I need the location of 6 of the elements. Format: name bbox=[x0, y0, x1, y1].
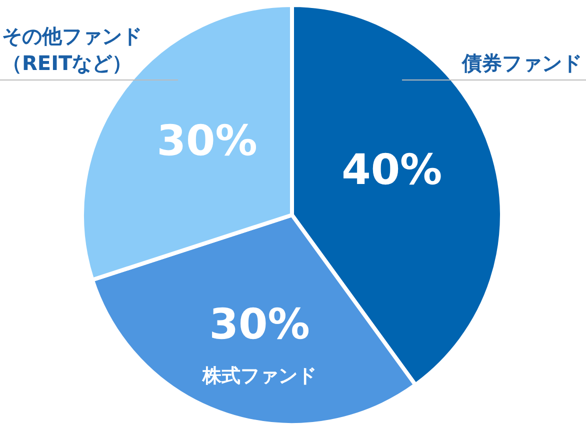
data-label: 30% bbox=[209, 299, 310, 348]
slice-label: 株式ファンド bbox=[202, 365, 317, 388]
data-label: 30% bbox=[156, 116, 258, 165]
data-label: 40% bbox=[342, 145, 442, 194]
slice-label: 債券ファンド bbox=[461, 51, 582, 75]
slice-label: その他ファンド（REITなど） bbox=[2, 24, 142, 75]
